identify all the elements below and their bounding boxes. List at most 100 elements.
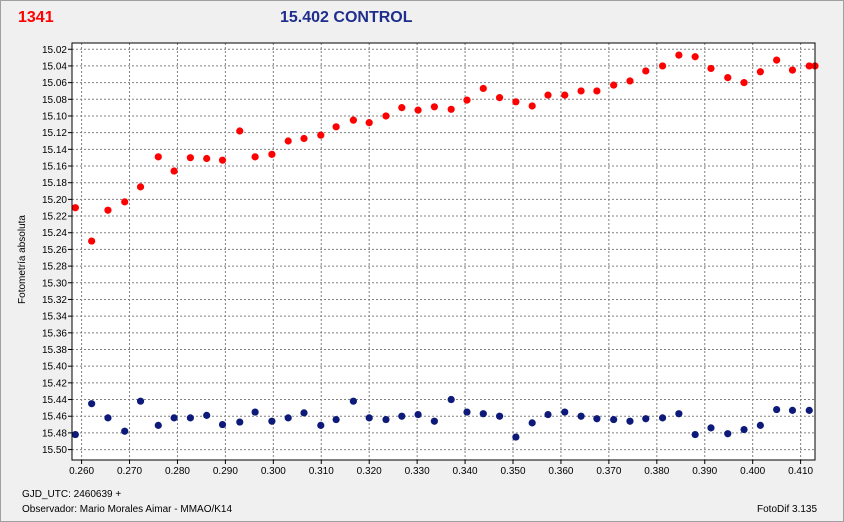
data-point xyxy=(740,425,748,434)
data-point xyxy=(658,62,667,70)
object-id-title: 1341 xyxy=(18,9,54,26)
data-point xyxy=(610,415,618,424)
data-point xyxy=(317,131,325,139)
data-point xyxy=(463,408,471,416)
x-tick-label: 0.400 xyxy=(740,466,765,477)
x-tick-label: 0.370 xyxy=(596,466,621,477)
data-point xyxy=(561,408,569,416)
y-tick-label: 15.22 xyxy=(42,212,67,223)
data-point xyxy=(71,430,79,439)
data-point xyxy=(398,412,406,420)
x-tick-label: 0.300 xyxy=(261,466,286,477)
data-point xyxy=(724,74,732,82)
x-tick-label: 0.350 xyxy=(500,466,525,477)
data-point xyxy=(463,96,471,104)
data-point xyxy=(561,91,569,99)
data-point xyxy=(284,414,292,422)
data-point xyxy=(136,397,145,405)
data-point xyxy=(170,167,178,175)
data-point xyxy=(332,415,340,424)
plot-area xyxy=(72,43,815,460)
software-version: FotoDif 3.135 xyxy=(757,504,818,515)
data-point xyxy=(121,198,129,206)
data-point xyxy=(788,406,797,414)
data-point xyxy=(203,154,211,163)
y-tick-label: 15.10 xyxy=(42,111,67,122)
data-point xyxy=(788,66,797,74)
data-point xyxy=(88,237,96,245)
data-point xyxy=(577,412,585,420)
y-axis-ticks: 15.02 15.04 15.06 15.08 15.10 15.12 15.14 15.16… xyxy=(42,45,72,456)
y-axis-label: Fotometría absoluta xyxy=(17,215,28,304)
chart-title: 15.402 CONTROL xyxy=(280,9,413,26)
data-point xyxy=(268,150,276,158)
data-point xyxy=(284,137,292,145)
x-axis-ticks: 0.260 0.270 0.280 0.290 0.300 0.310 0.320 0.330… xyxy=(69,460,814,477)
data-point xyxy=(251,153,259,161)
data-point xyxy=(186,414,195,422)
data-point xyxy=(610,81,618,89)
data-point xyxy=(447,105,455,113)
data-point xyxy=(154,421,162,429)
x-tick-label: 0.380 xyxy=(644,466,669,477)
data-point xyxy=(88,400,96,408)
x-tick-label: 0.340 xyxy=(453,466,478,477)
x-tick-label: 0.260 xyxy=(69,466,94,477)
data-point xyxy=(154,153,162,161)
data-point xyxy=(593,415,601,423)
data-point xyxy=(136,183,145,191)
data-point xyxy=(170,414,178,422)
x-tick-label: 0.390 xyxy=(692,466,717,477)
data-point xyxy=(528,102,536,110)
data-point xyxy=(218,420,227,429)
y-tick-label: 15.16 xyxy=(42,162,67,173)
data-point xyxy=(218,156,227,164)
data-point xyxy=(300,409,308,417)
x-tick-label: 0.330 xyxy=(405,466,430,477)
y-tick-label: 15.40 xyxy=(42,362,67,373)
y-tick-label: 15.18 xyxy=(42,178,67,189)
data-point xyxy=(251,408,259,416)
data-point xyxy=(544,91,552,99)
data-point xyxy=(349,397,357,405)
data-point xyxy=(414,410,422,419)
data-point xyxy=(382,415,390,424)
data-point xyxy=(104,414,112,422)
y-tick-label: 15.14 xyxy=(42,145,67,156)
data-point xyxy=(186,154,195,162)
y-tick-label: 15.46 xyxy=(42,412,67,423)
data-point xyxy=(593,87,601,95)
data-point xyxy=(756,421,764,429)
y-tick-label: 15.50 xyxy=(42,445,67,456)
data-point xyxy=(805,62,813,70)
data-points xyxy=(71,51,819,441)
data-point xyxy=(479,410,487,418)
data-point xyxy=(528,419,536,427)
data-point xyxy=(121,427,129,435)
x-tick-label: 0.280 xyxy=(165,466,190,477)
series-2 xyxy=(71,395,813,441)
y-tick-label: 15.34 xyxy=(42,312,67,323)
y-tick-label: 15.20 xyxy=(42,195,67,206)
x-tick-label: 0.320 xyxy=(357,466,382,477)
data-point xyxy=(349,116,357,124)
data-point xyxy=(495,412,504,420)
y-tick-label: 15.42 xyxy=(42,378,67,389)
data-point xyxy=(626,77,634,85)
y-tick-label: 15.28 xyxy=(42,262,67,273)
data-point xyxy=(203,411,211,419)
data-point xyxy=(236,127,244,135)
data-point xyxy=(300,134,308,143)
y-tick-label: 15.26 xyxy=(42,245,67,256)
data-point xyxy=(740,79,748,87)
y-tick-label: 15.12 xyxy=(42,128,67,139)
data-point xyxy=(447,395,455,404)
data-point xyxy=(414,106,422,114)
data-point xyxy=(512,433,520,441)
y-tick-label: 15.44 xyxy=(42,395,67,406)
x-tick-label: 0.310 xyxy=(309,466,334,477)
y-tick-label: 15.08 xyxy=(42,95,67,106)
data-point xyxy=(398,104,406,112)
x-tick-label: 0.270 xyxy=(117,466,142,477)
